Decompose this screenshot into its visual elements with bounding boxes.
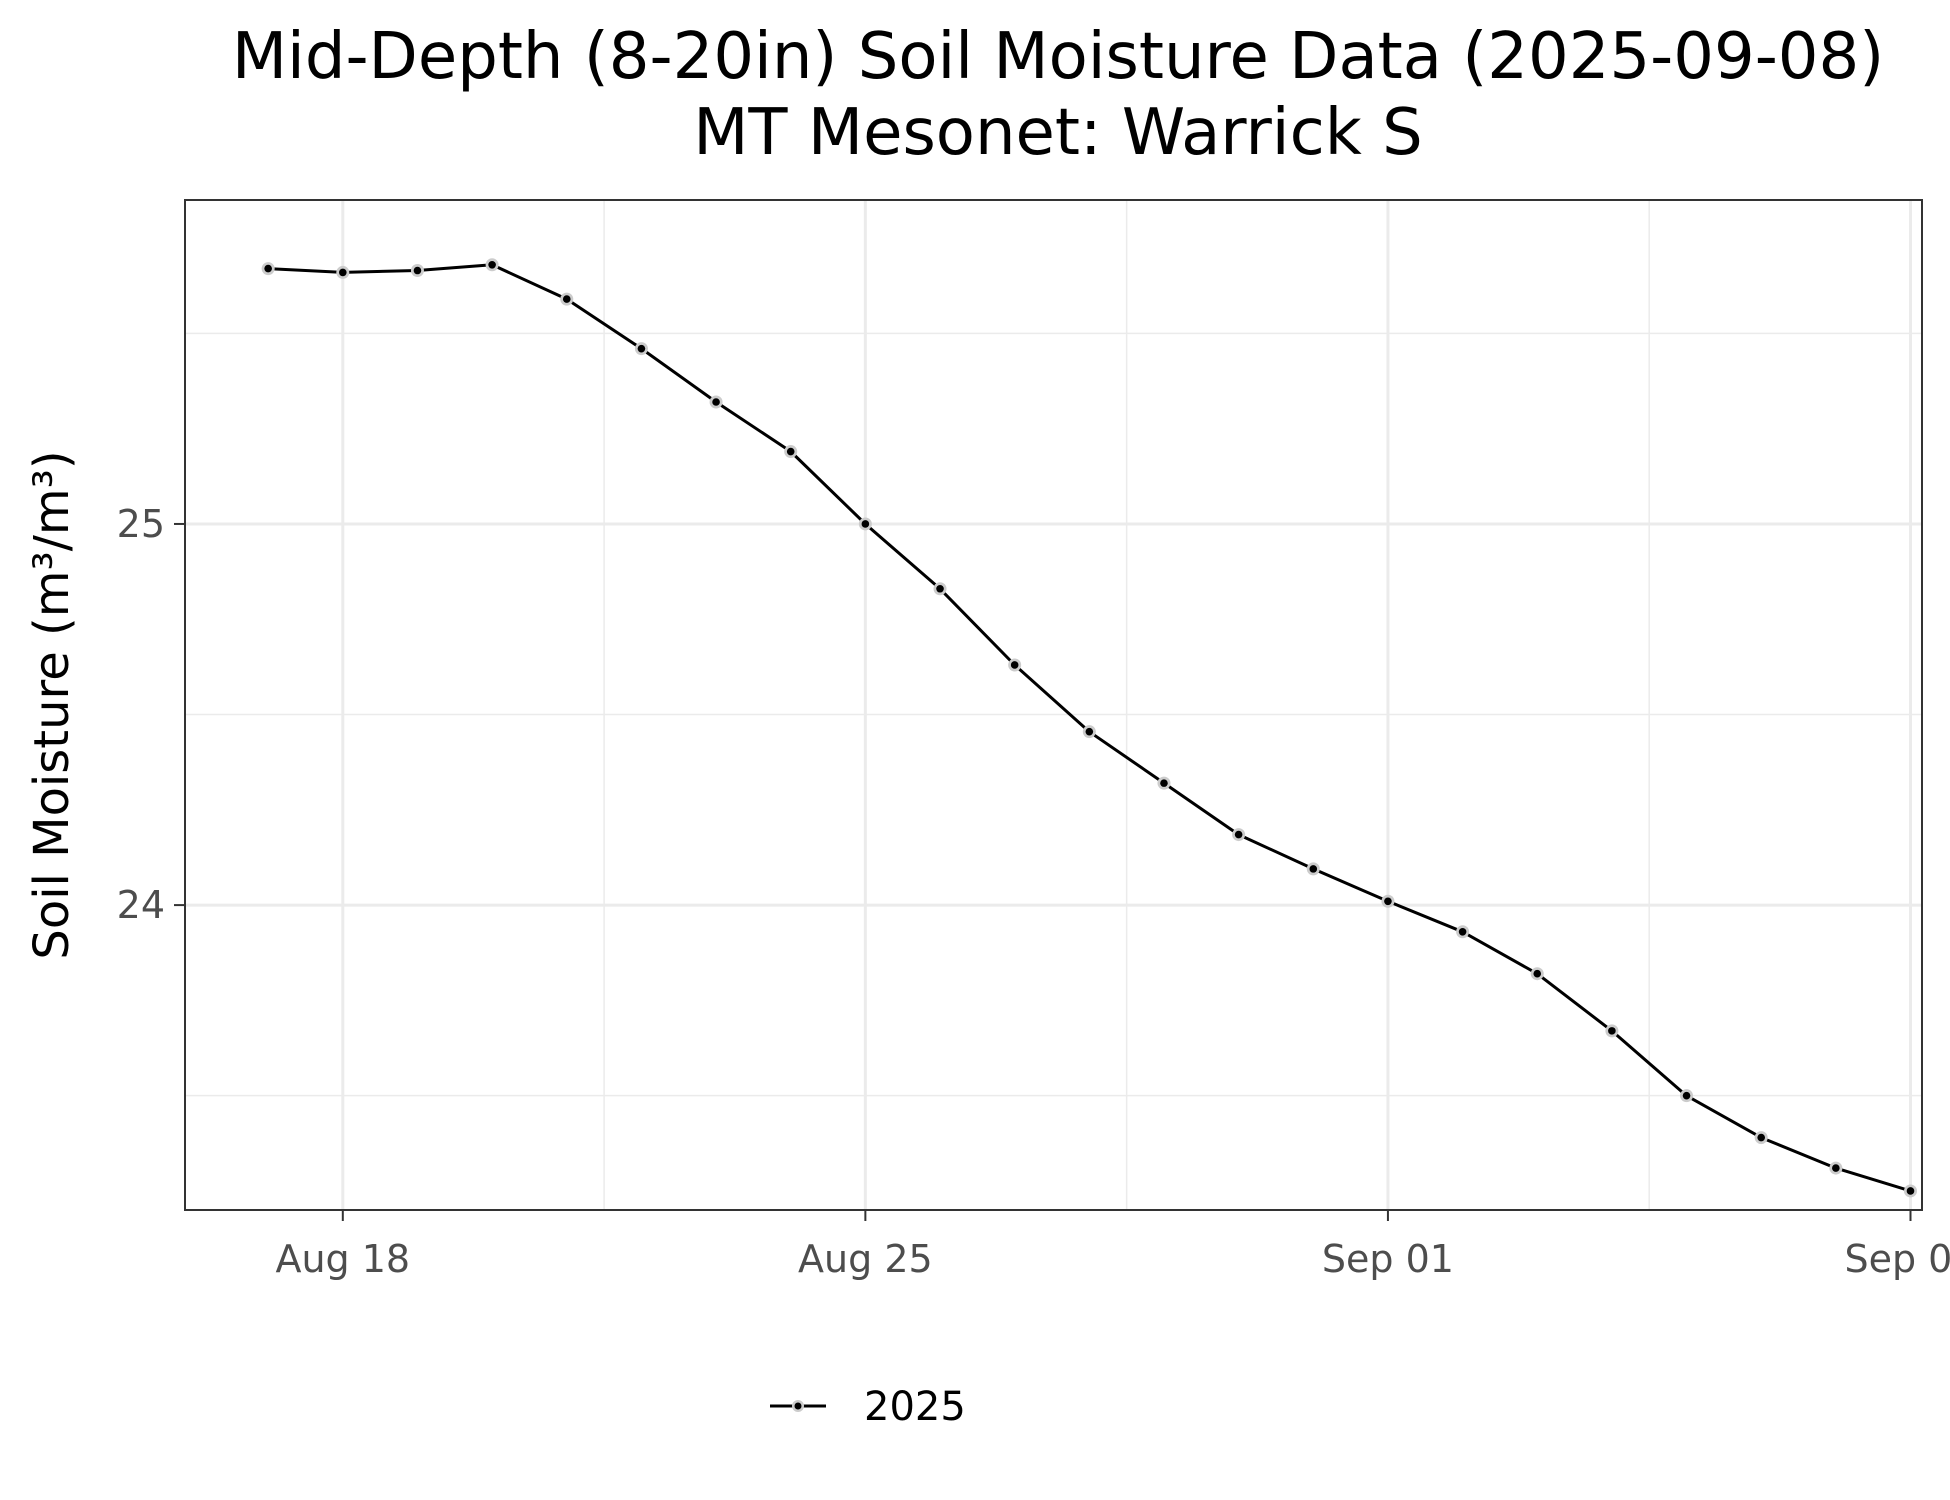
grid xyxy=(185,200,1922,1210)
data-point xyxy=(1085,727,1094,736)
data-point xyxy=(1458,927,1467,936)
data-point xyxy=(1906,1187,1915,1195)
data-point xyxy=(1010,661,1019,669)
data-point xyxy=(712,398,720,406)
data-point xyxy=(1682,1091,1691,1100)
data-point xyxy=(339,268,347,277)
data-point xyxy=(1832,1164,1840,1172)
data-point xyxy=(488,260,496,269)
data-point xyxy=(637,344,646,353)
x-tick-label: Sep 01 xyxy=(1322,1237,1454,1281)
chart-title: Mid-Depth (8-20in) Soil Moisture Data (2… xyxy=(232,20,1884,94)
plot-panel xyxy=(184,199,1923,1211)
data-point xyxy=(786,447,795,456)
y-tick-label: 24 xyxy=(117,883,165,927)
data-point xyxy=(936,584,944,593)
data-point xyxy=(1384,897,1392,906)
legend-label: 2025 xyxy=(864,1384,966,1430)
chart-subtitle: MT Mesonet: Warrick S xyxy=(693,96,1423,170)
legend-key-point-core xyxy=(794,1402,802,1410)
y-axis-title: Soil Moisture (m³/m³) xyxy=(24,450,80,959)
data-point xyxy=(264,264,272,273)
x-tick-label: Aug 18 xyxy=(275,1237,410,1281)
data-point xyxy=(861,520,870,528)
data-point xyxy=(1533,969,1542,978)
data-point xyxy=(562,295,571,303)
x-tick-label: Sep 08 xyxy=(1844,1237,1950,1281)
data-point xyxy=(1757,1133,1765,1142)
data-point xyxy=(1608,1027,1616,1035)
data-point xyxy=(1309,865,1318,873)
data-point xyxy=(1234,830,1243,839)
legend: 2025 xyxy=(770,1384,966,1430)
x-tick-label: Aug 25 xyxy=(798,1237,933,1281)
data-point xyxy=(1160,779,1168,787)
data-point xyxy=(413,266,422,275)
axis-ticks: Aug 18 Aug 25 Sep 01 Sep 08 24 25 xyxy=(117,502,1950,1281)
series-points xyxy=(261,258,1917,1198)
y-tick-label: 25 xyxy=(117,502,165,546)
